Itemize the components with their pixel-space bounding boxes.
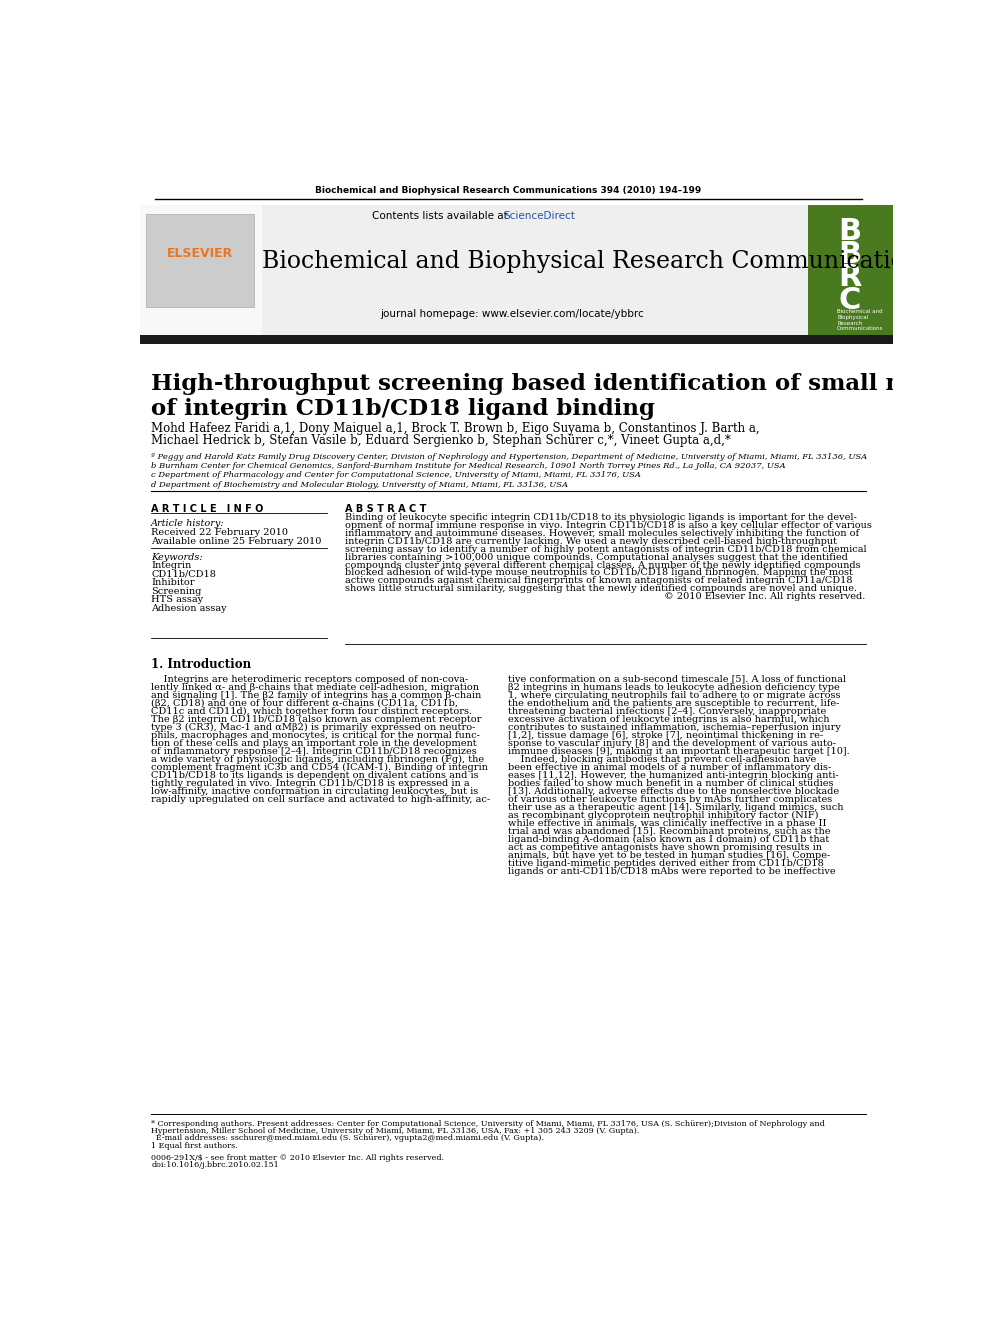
- Text: act as competitive antagonists have shown promising results in: act as competitive antagonists have show…: [509, 843, 822, 852]
- Bar: [140, 335, 893, 344]
- Text: Hypertension, Miller School of Medicine, University of Miami, Miami, FL 33136, U: Hypertension, Miller School of Medicine,…: [151, 1127, 640, 1135]
- Text: Screening: Screening: [151, 587, 201, 595]
- Text: Contents lists available at: Contents lists available at: [372, 212, 511, 221]
- Text: low-affinity, inactive conformation in circulating leukocytes, but is: low-affinity, inactive conformation in c…: [151, 787, 478, 795]
- Text: shows little structural similarity, suggesting that the newly identified compoun: shows little structural similarity, sugg…: [345, 585, 857, 593]
- Text: The β2 integrin CD11b/CD18 (also known as complement receptor: The β2 integrin CD11b/CD18 (also known a…: [151, 714, 481, 724]
- Text: B: B: [838, 217, 862, 246]
- Text: Integrin: Integrin: [151, 561, 191, 570]
- Text: Adhesion assay: Adhesion assay: [151, 603, 227, 613]
- Text: lently linked α- and β-chains that mediate cell-adhesion, migration: lently linked α- and β-chains that media…: [151, 683, 479, 692]
- Text: [1,2], tissue damage [6], stroke [7], neointimal thickening in re-: [1,2], tissue damage [6], stroke [7], ne…: [509, 730, 823, 740]
- Text: sponse to vascular injury [8] and the development of various auto-: sponse to vascular injury [8] and the de…: [509, 738, 836, 747]
- Text: animals, but have yet to be tested in human studies [16]. Compe-: animals, but have yet to be tested in hu…: [509, 851, 830, 860]
- Text: type 3 (CR3), Mac-1 and αMβ2) is primarily expressed on neutro-: type 3 (CR3), Mac-1 and αMβ2) is primari…: [151, 722, 475, 732]
- Text: * Corresponding authors. Present addresses: Center for Computational Science, Un: * Corresponding authors. Present address…: [151, 1119, 825, 1127]
- Text: [13]. Additionally, adverse effects due to the nonselective blockade: [13]. Additionally, adverse effects due …: [509, 787, 839, 795]
- Text: and signaling [1]. The β2 family of integrins has a common β-chain: and signaling [1]. The β2 family of inte…: [151, 691, 481, 700]
- Text: the endothelium and the patients are susceptible to recurrent, life-: the endothelium and the patients are sus…: [509, 699, 840, 708]
- Text: excessive activation of leukocyte integrins is also harmful, which: excessive activation of leukocyte integr…: [509, 714, 830, 724]
- Text: immune diseases [9], making it an important therapeutic target [10].: immune diseases [9], making it an import…: [509, 746, 850, 755]
- Text: C: C: [839, 286, 861, 315]
- Text: R: R: [838, 263, 862, 291]
- Text: ligand-binding A-domain (also known as I domain) of CD11b that: ligand-binding A-domain (also known as I…: [509, 835, 829, 844]
- Text: contributes to sustained inflammation, ischemia–reperfusion injury: contributes to sustained inflammation, i…: [509, 722, 841, 732]
- Text: HTS assay: HTS assay: [151, 595, 203, 605]
- Text: a wide variety of physiologic ligands, including fibrinogen (Fg), the: a wide variety of physiologic ligands, i…: [151, 754, 484, 763]
- Text: of various other leukocyte functions by mAbs further complicates: of various other leukocyte functions by …: [509, 795, 832, 804]
- Text: 0006-291X/$ - see front matter © 2010 Elsevier Inc. All rights reserved.: 0006-291X/$ - see front matter © 2010 El…: [151, 1154, 444, 1162]
- Text: tightly regulated in vivo. Integrin CD11b/CD18 is expressed in a: tightly regulated in vivo. Integrin CD11…: [151, 779, 470, 787]
- Bar: [146, 214, 254, 307]
- Text: 1, where circulating neutrophils fail to adhere to or migrate across: 1, where circulating neutrophils fail to…: [509, 691, 841, 700]
- Text: eases [11,12]. However, the humanized anti-integrin blocking anti-: eases [11,12]. However, the humanized an…: [509, 771, 839, 779]
- Text: compounds cluster into several different chemical classes. A number of the newly: compounds cluster into several different…: [345, 561, 860, 569]
- Text: libraries containing >100,000 unique compounds. Computational analyses suggest t: libraries containing >100,000 unique com…: [345, 553, 848, 562]
- Text: Biochemical and Biophysical Research Communications: Biochemical and Biophysical Research Com…: [262, 250, 932, 273]
- Text: Mohd Hafeez Faridi a,1, Dony Maiguel a,1, Brock T. Brown b, Eigo Suyama b, Const: Mohd Hafeez Faridi a,1, Dony Maiguel a,1…: [151, 422, 760, 435]
- Text: bodies failed to show much benefit in a number of clinical studies: bodies failed to show much benefit in a …: [509, 779, 834, 787]
- Bar: [140, 205, 262, 336]
- Text: journal homepage: www.elsevier.com/locate/ybbrc: journal homepage: www.elsevier.com/locat…: [380, 308, 644, 319]
- Text: Michael Hedrick b, Stefan Vasile b, Eduard Sergienko b, Stephan Schürer c,*, Vin: Michael Hedrick b, Stefan Vasile b, Edua…: [151, 434, 731, 447]
- Text: b Burnham Center for Chemical Genomics, Sanford-Burnham Institute for Medical Re: b Burnham Center for Chemical Genomics, …: [151, 462, 786, 470]
- Text: A B S T R A C T: A B S T R A C T: [345, 504, 427, 513]
- Text: Keywords:: Keywords:: [151, 553, 202, 562]
- Text: Binding of leukocyte specific integrin CD11b/CD18 to its physiologic ligands is : Binding of leukocyte specific integrin C…: [345, 513, 857, 523]
- Text: Integrins are heterodimeric receptors composed of non-cova-: Integrins are heterodimeric receptors co…: [151, 675, 468, 684]
- Text: Inhibitor: Inhibitor: [151, 578, 194, 587]
- Text: d Department of Biochemistry and Molecular Biology, University of Miami, Miami, : d Department of Biochemistry and Molecul…: [151, 480, 568, 488]
- Text: CD11b/CD18: CD11b/CD18: [151, 570, 216, 579]
- Text: ScienceDirect: ScienceDirect: [504, 212, 575, 221]
- Text: screening assay to identify a number of highly potent antagonists of integrin CD: screening assay to identify a number of …: [345, 545, 866, 554]
- Text: tion of these cells and plays an important role in the development: tion of these cells and plays an importa…: [151, 738, 477, 747]
- Text: CD11c and CD11d), which together form four distinct receptors.: CD11c and CD11d), which together form fo…: [151, 706, 472, 716]
- Text: © 2010 Elsevier Inc. All rights reserved.: © 2010 Elsevier Inc. All rights reserved…: [665, 593, 866, 601]
- Text: opment of normal immune response in vivo. Integrin CD11b/CD18 is also a key cell: opment of normal immune response in vivo…: [345, 521, 872, 531]
- Text: Article history:: Article history:: [151, 519, 225, 528]
- Text: Indeed, blocking antibodies that prevent cell-adhesion have: Indeed, blocking antibodies that prevent…: [509, 754, 816, 763]
- Text: rapidly upregulated on cell surface and activated to high-affinity, ac-: rapidly upregulated on cell surface and …: [151, 795, 490, 804]
- Text: Received 22 February 2010: Received 22 February 2010: [151, 528, 288, 537]
- Text: ª Peggy and Harold Katz Family Drug Discovery Center, Division of Nephrology and: ª Peggy and Harold Katz Family Drug Disc…: [151, 452, 867, 460]
- Text: their use as a therapeutic agent [14]. Similarly, ligand mimics, such: their use as a therapeutic agent [14]. S…: [509, 803, 844, 812]
- Text: ELSEVIER: ELSEVIER: [167, 247, 233, 261]
- Text: complement fragment iC3b and CD54 (ICAM-1). Binding of integrin: complement fragment iC3b and CD54 (ICAM-…: [151, 763, 488, 771]
- Text: phils, macrophages and monocytes, is critical for the normal func-: phils, macrophages and monocytes, is cri…: [151, 730, 480, 740]
- Text: been effective in animal models of a number of inflammatory dis-: been effective in animal models of a num…: [509, 763, 831, 771]
- Text: A R T I C L E   I N F O: A R T I C L E I N F O: [151, 504, 264, 513]
- Text: ligands or anti-CD11b/CD18 mAbs were reported to be ineffective: ligands or anti-CD11b/CD18 mAbs were rep…: [509, 867, 836, 876]
- Bar: [140, 205, 807, 336]
- Bar: [807, 205, 893, 336]
- Text: titive ligand-mimetic peptides derived either from CD11b/CD18: titive ligand-mimetic peptides derived e…: [509, 859, 824, 868]
- Text: High-throughput screening based identification of small molecule antagonists
of : High-throughput screening based identifi…: [151, 373, 992, 421]
- Text: threatening bacterial infections [2–4]. Conversely, inappropriate: threatening bacterial infections [2–4]. …: [509, 706, 826, 716]
- Text: Biochemical and
Biophysical
Research
Communications: Biochemical and Biophysical Research Com…: [837, 308, 884, 331]
- Text: inflammatory and autoimmune diseases. However, small molecules selectively inhib: inflammatory and autoimmune diseases. Ho…: [345, 529, 859, 538]
- Text: 1 Equal first authors.: 1 Equal first authors.: [151, 1142, 238, 1150]
- Text: trial and was abandoned [15]. Recombinant proteins, such as the: trial and was abandoned [15]. Recombinan…: [509, 827, 831, 836]
- Text: blocked adhesion of wild-type mouse neutrophils to CD11b/CD18 ligand fibrinogen.: blocked adhesion of wild-type mouse neut…: [345, 569, 853, 577]
- Text: (β2, CD18) and one of four different α-chains (CD11a, CD11b,: (β2, CD18) and one of four different α-c…: [151, 699, 458, 708]
- Text: doi:10.1016/j.bbrc.2010.02.151: doi:10.1016/j.bbrc.2010.02.151: [151, 1160, 279, 1170]
- Text: 1. Introduction: 1. Introduction: [151, 658, 251, 671]
- Text: of inflammatory response [2–4]. Integrin CD11b/CD18 recognizes: of inflammatory response [2–4]. Integrin…: [151, 746, 477, 755]
- Text: CD11b/CD18 to its ligands is dependent on divalent cations and is: CD11b/CD18 to its ligands is dependent o…: [151, 771, 479, 779]
- Text: tive conformation on a sub-second timescale [5]. A loss of functional: tive conformation on a sub-second timesc…: [509, 675, 846, 684]
- Text: as recombinant glycoprotein neutrophil inhibitory factor (NIF): as recombinant glycoprotein neutrophil i…: [509, 811, 819, 820]
- Text: Available online 25 February 2010: Available online 25 February 2010: [151, 537, 321, 546]
- Text: while effective in animals, was clinically ineffective in a phase II: while effective in animals, was clinical…: [509, 819, 827, 828]
- Text: integrin CD11b/CD18 are currently lacking. We used a newly described cell-based : integrin CD11b/CD18 are currently lackin…: [345, 537, 837, 546]
- Text: c Department of Pharmacology and Center for Computational Science, University of: c Department of Pharmacology and Center …: [151, 471, 641, 479]
- Text: β2 integrins in humans leads to leukocyte adhesion deficiency type: β2 integrins in humans leads to leukocyt…: [509, 683, 840, 692]
- Text: B: B: [838, 239, 862, 269]
- Text: E-mail addresses: sschurer@med.miami.edu (S. Schürer), vgupta2@med.miami.edu (V.: E-mail addresses: sschurer@med.miami.edu…: [151, 1134, 545, 1142]
- Text: active compounds against chemical fingerprints of known antagonists of related i: active compounds against chemical finger…: [345, 577, 852, 585]
- Text: Biochemical and Biophysical Research Communications 394 (2010) 194–199: Biochemical and Biophysical Research Com…: [315, 187, 701, 196]
